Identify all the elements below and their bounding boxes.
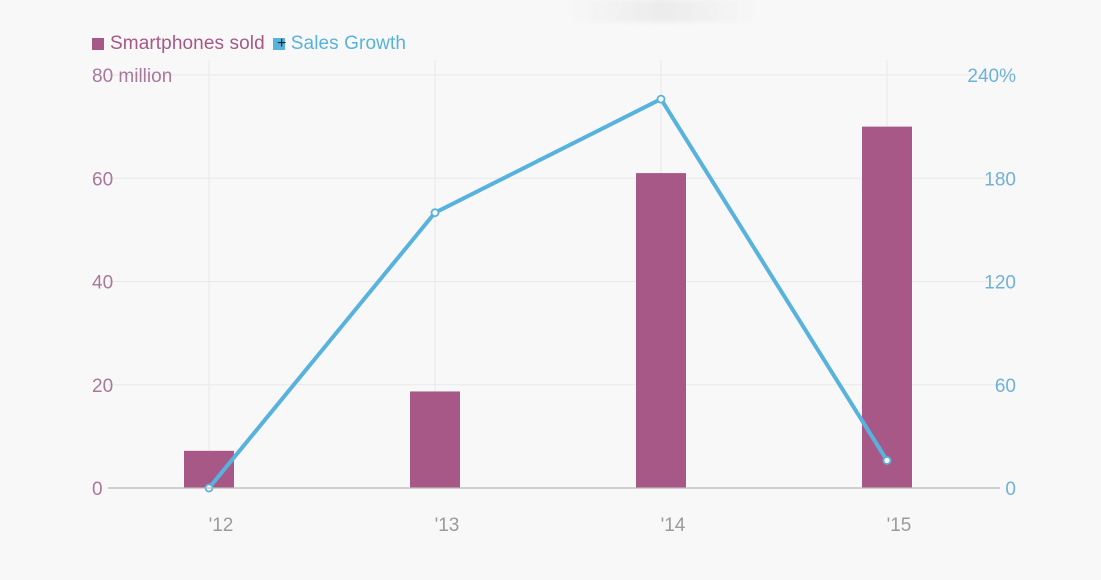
legend-label-smartphones-sold: Smartphones sold [110,33,265,54]
legend-swatch-sales-growth [272,38,285,50]
x-axis-tick-label: '12 [209,515,234,536]
right-axis-tick-label: 60 [995,376,1016,397]
x-axis-tick-label: '14 [661,515,686,536]
bar-smartphones-sold[interactable] [862,126,912,488]
legend-item-sales-growth[interactable]: Sales Growth [272,33,406,55]
legend-item-smartphones-sold[interactable]: Smartphones sold [92,33,265,55]
right-axis-tick-label: 120 [984,273,1016,294]
point-sales-growth[interactable] [882,456,892,465]
bar-series [184,126,912,488]
left-axis-tick-label: 60 [92,169,113,190]
right-axis-tick-label: 180 [984,169,1016,190]
right-axis-tick-label: 0 [1005,479,1016,500]
legend-label-sales-growth: Sales Growth [290,33,406,54]
point-sales-growth[interactable] [430,208,440,218]
left-axis-tick-label: 40 [92,273,113,294]
cursor-crosshair-icon: + [277,35,287,52]
left-axis-tick-label: 20 [92,376,113,397]
bar-smartphones-sold[interactable] [636,173,686,488]
left-axis-tick-label: 0 [92,479,103,500]
header-blur [568,0,758,22]
bar-smartphones-sold[interactable] [410,391,460,488]
axes: 0 20 40 60 80 million 0 60 120 180 240% '12 '13 '14 '… [92,66,1016,536]
right-axis-tick-label: 240% [967,66,1016,87]
x-axis-tick-label: '15 [887,515,912,536]
legend-swatch-smartphones-sold [92,38,104,50]
chart-legend: Smartphones sold + Sales Growth [92,32,414,56]
left-axis-tick-label: 80 million [92,66,172,87]
line-series [204,94,892,493]
x-axis-tick-label: '13 [435,515,460,536]
line-sales-growth[interactable] [207,97,889,490]
point-sales-growth[interactable] [656,94,666,104]
